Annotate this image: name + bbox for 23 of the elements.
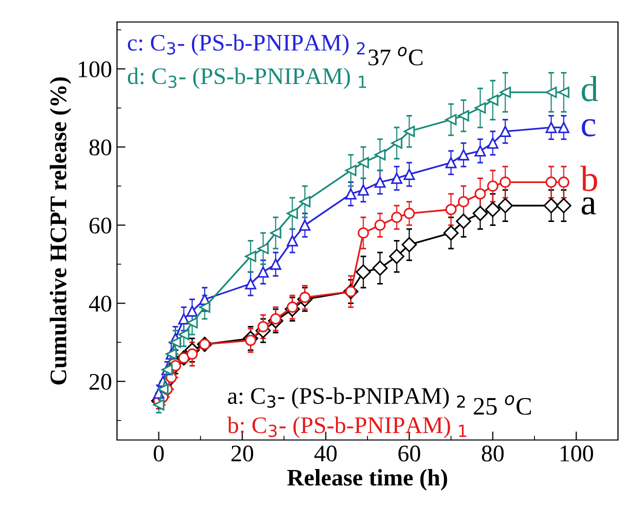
series-label: b [580,166,598,192]
y-axis-title: Cumulative HCPT release (%) [50,77,72,385]
annotation: 25 $^{o}$C [474,395,531,415]
x-axis-title: Release time (h) [287,469,448,490]
x-tick-label: 0 [154,446,164,462]
x-tick-label: 60 [398,446,420,462]
y-tick-label: 40 [88,296,112,312]
series-label: d [582,76,598,102]
annotation: 37 $^{o}$C [368,46,422,66]
y-tick-label: 100 [78,61,112,78]
y-tick-label: 80 [89,140,112,156]
annotation: d: C$_{3}$- (PS-b-PNIPAM) $_{1}$ [128,68,366,89]
x-tick-label: 40 [314,446,337,462]
y-tick-label: 20 [90,374,112,390]
annotation: c: C$_{3}$- (PS-b-PNIPAM) $_{2}$ [128,34,365,56]
annotation: b: C$_{3}$- (PS-b-PNIPAM) $_{1}$ [227,416,466,438]
annotation: a: C$_{3}$- (PS-b-PNIPAM) $_{2}$ [228,387,465,409]
series-label: c [582,119,596,137]
y-tick-label: 60 [90,218,112,234]
series-label: a [582,197,596,215]
x-tick-label: 100 [560,446,594,462]
x-tick-label: 20 [231,446,254,462]
x-tick-label: 80 [482,446,504,462]
